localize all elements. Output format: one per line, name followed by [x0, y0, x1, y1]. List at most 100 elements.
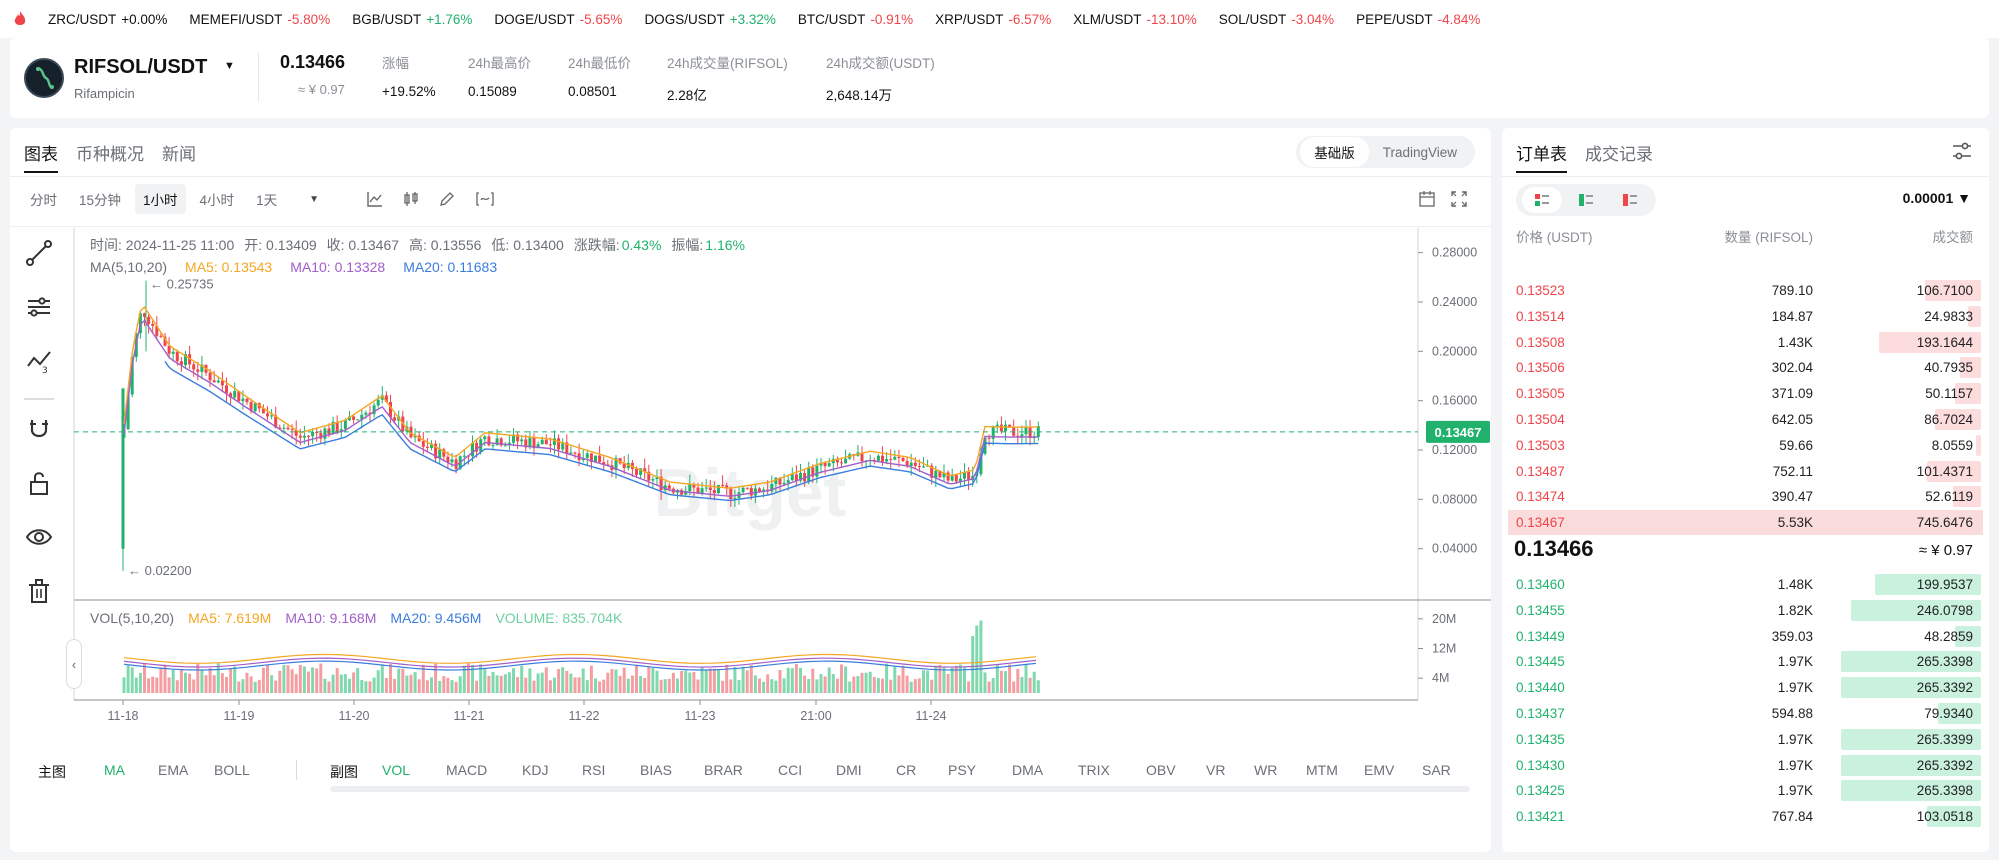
- main-indicator-ma[interactable]: MA: [104, 762, 125, 778]
- bid-row[interactable]: 0.13437 594.88 79.9340: [1502, 701, 1989, 726]
- volume-bar: [311, 667, 315, 693]
- ticker-item[interactable]: BTC/USDT -0.91%: [797, 11, 914, 27]
- interval-15m[interactable]: 15分钟: [79, 193, 122, 208]
- sub-indicator-trix[interactable]: TRIX: [1078, 762, 1110, 778]
- main-indicator-boll[interactable]: BOLL: [214, 762, 250, 778]
- ticker-item[interactable]: PEPE/USDT -4.84%: [1356, 11, 1481, 27]
- calendar-icon[interactable]: [1418, 190, 1436, 208]
- book-mode-asks-icon[interactable]: [1610, 187, 1650, 213]
- trash-icon[interactable]: [24, 576, 54, 606]
- indicator-icon[interactable]: [366, 190, 384, 208]
- candle-body: [614, 458, 618, 471]
- bid-row[interactable]: 0.13425 1.97K 265.3398: [1502, 778, 1989, 803]
- ticker-item[interactable]: DOGE/USDT -5.65%: [494, 11, 623, 27]
- bid-row[interactable]: 0.13449 359.03 48.2859: [1502, 624, 1989, 649]
- ask-row[interactable]: 0.13514 184.87 24.9833: [1502, 304, 1989, 329]
- tab-overview[interactable]: 币种概况: [76, 145, 144, 164]
- fibonacci-tool-icon[interactable]: 3: [24, 346, 54, 376]
- interval-1h[interactable]: 1小时: [135, 184, 186, 214]
- sub-indicator-kdj[interactable]: KDJ: [522, 762, 549, 778]
- sub-indicator-rsi[interactable]: RSI: [582, 762, 606, 778]
- ticker-item[interactable]: DOGS/USDT +3.32%: [644, 11, 776, 27]
- unlock-icon[interactable]: [24, 468, 54, 498]
- ticker-item[interactable]: XRP/USDT -6.57%: [935, 11, 1052, 27]
- sub-indicator-macd[interactable]: MACD: [446, 762, 488, 778]
- sub-indicator-vol[interactable]: VOL: [382, 762, 411, 778]
- candle-body: [471, 442, 474, 457]
- interval-timeline[interactable]: 分时: [30, 193, 57, 208]
- volume-bar: [1024, 664, 1028, 693]
- interval-more-icon[interactable]: ▼: [309, 193, 319, 205]
- sub-indicator-vr[interactable]: VR: [1206, 762, 1226, 778]
- volume-bar: [831, 674, 835, 693]
- volume-bar: [733, 667, 737, 693]
- main-indicator-ema[interactable]: EMA: [158, 762, 189, 778]
- sub-indicator-sar[interactable]: SAR: [1422, 762, 1451, 778]
- sub-indicator-dma[interactable]: DMA: [1012, 762, 1044, 778]
- magnet-icon[interactable]: [24, 414, 54, 444]
- volume-bar: [1004, 671, 1007, 693]
- bid-row[interactable]: 0.13430 1.97K 265.3392: [1502, 753, 1989, 778]
- sub-indicator-emv[interactable]: EMV: [1364, 762, 1395, 778]
- sub-indicator-obv[interactable]: OBV: [1146, 762, 1176, 778]
- candlestick-chart[interactable]: Bitget0.280000.240000.200000.160000.1200…: [10, 228, 1491, 750]
- ticker-item[interactable]: SOL/USDT -3.04%: [1218, 11, 1335, 27]
- volume-bar: [680, 670, 684, 693]
- settings-sliders-icon[interactable]: [1951, 140, 1973, 162]
- volume-bar: [585, 680, 589, 693]
- sub-indicator-dmi[interactable]: DMI: [836, 762, 862, 778]
- ticker-item[interactable]: MEMEFI/USDT -5.80%: [189, 11, 331, 27]
- bid-row[interactable]: 0.13421 767.84 103.0518: [1502, 804, 1989, 829]
- tradingview-option[interactable]: TradingView: [1382, 144, 1457, 160]
- horizontal-lines-tool-icon[interactable]: [24, 292, 54, 322]
- sub-indicator-psy[interactable]: PSY: [948, 762, 977, 778]
- candle-body: [1028, 427, 1032, 439]
- ask-row[interactable]: 0.13503 59.66 8.0559: [1502, 433, 1989, 458]
- sub-indicator-bias[interactable]: BIAS: [640, 762, 672, 778]
- ask-row[interactable]: 0.13467 5.53K 745.6476: [1508, 510, 1983, 535]
- formula-icon[interactable]: [476, 190, 494, 208]
- order-qty: 594.88: [1771, 706, 1813, 721]
- sub-indicator-wr[interactable]: WR: [1254, 762, 1278, 778]
- sub-indicator-cci[interactable]: CCI: [778, 762, 803, 778]
- ask-row[interactable]: 0.13523 789.10 106.7100: [1502, 278, 1989, 303]
- ticker-item[interactable]: XLM/USDT -13.10%: [1073, 11, 1197, 27]
- tab-chart[interactable]: 图表: [24, 140, 58, 173]
- candle-body: [696, 487, 700, 494]
- fullscreen-icon[interactable]: [1450, 190, 1468, 208]
- ask-row[interactable]: 0.13505 371.09 50.1157: [1502, 381, 1989, 406]
- ticker-item[interactable]: BGB/USDT +1.76%: [352, 11, 473, 27]
- interval-4h[interactable]: 4小时: [199, 193, 235, 208]
- ask-row[interactable]: 0.13474 390.47 52.6119: [1502, 484, 1989, 509]
- ask-row[interactable]: 0.13508 1.43K 193.1644: [1502, 330, 1989, 355]
- bid-row[interactable]: 0.13445 1.97K 265.3398: [1502, 649, 1989, 674]
- bid-row[interactable]: 0.13435 1.97K 265.3399: [1502, 727, 1989, 752]
- interval-1d[interactable]: 1天: [256, 193, 278, 208]
- sub-indicator-brar[interactable]: BRAR: [704, 762, 743, 778]
- ask-row[interactable]: 0.13506 302.04 40.7935: [1502, 355, 1989, 380]
- basic-version-option[interactable]: 基础版: [1300, 137, 1369, 167]
- ask-row[interactable]: 0.13504 642.05 86.7024: [1502, 407, 1989, 432]
- indicator-scrollbar[interactable]: [330, 786, 1470, 792]
- pair-dropdown-icon[interactable]: ▼: [224, 60, 235, 72]
- pair-name[interactable]: RIFSOL/USDT: [74, 56, 208, 78]
- x-tick-label: 11-24: [915, 709, 946, 723]
- eye-icon[interactable]: [24, 522, 54, 552]
- book-mode-bids-icon[interactable]: [1566, 187, 1606, 213]
- bid-row[interactable]: 0.13460 1.48K 199.9537: [1502, 572, 1989, 597]
- book-mode-both-icon[interactable]: [1522, 187, 1562, 213]
- candle-type-icon[interactable]: [402, 190, 420, 208]
- collapse-toolbar-button[interactable]: ‹: [66, 639, 82, 689]
- pencil-icon[interactable]: [438, 190, 456, 208]
- bid-row[interactable]: 0.13440 1.97K 265.3392: [1502, 675, 1989, 700]
- tab-order-book[interactable]: 订单表: [1516, 140, 1567, 173]
- bid-row[interactable]: 0.13455 1.82K 246.0798: [1502, 598, 1989, 623]
- trendline-tool-icon[interactable]: [24, 238, 54, 268]
- tab-news[interactable]: 新闻: [162, 145, 196, 164]
- sub-indicator-mtm[interactable]: MTM: [1306, 762, 1338, 778]
- ticker-item[interactable]: ZRC/USDT +0.00%: [48, 11, 168, 27]
- precision-select[interactable]: 0.00001 ▼: [1902, 190, 1971, 206]
- ask-row[interactable]: 0.13487 752.11 101.4371: [1502, 459, 1989, 484]
- tab-trade-history[interactable]: 成交记录: [1585, 145, 1653, 164]
- sub-indicator-cr[interactable]: CR: [896, 762, 917, 778]
